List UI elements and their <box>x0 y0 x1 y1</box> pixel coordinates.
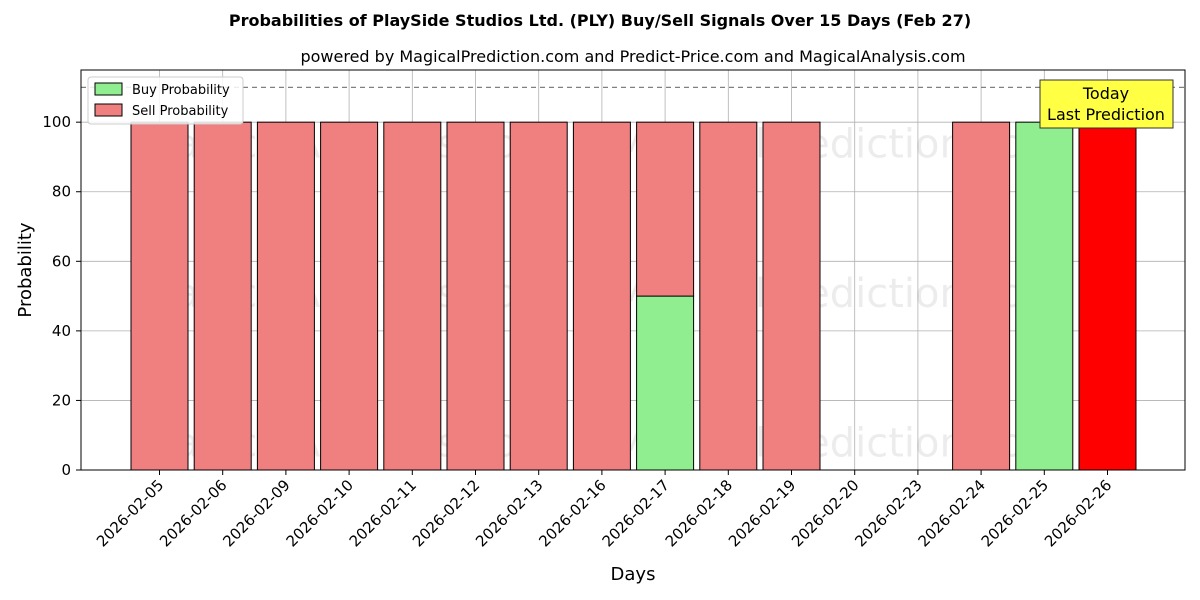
bar-sell-2026-02-17 <box>636 121 695 297</box>
chart-title: Probabilities of PlaySide Studios Ltd. (… <box>229 11 971 30</box>
bar-buy-2026-02-17 <box>636 295 695 471</box>
bars <box>130 121 1137 471</box>
bar-sell-2026-02-09 <box>256 121 315 471</box>
x-axis-label: Days <box>611 564 656 585</box>
legend-label-buy: Buy Probability <box>132 83 230 98</box>
x-tick-label: 2026-02-09 <box>219 476 293 550</box>
y-axis-label: Probability <box>15 222 36 317</box>
legend: Buy Probability Sell Probability <box>87 76 244 125</box>
bar-sell-2026-02-13 <box>509 121 568 471</box>
x-tick-label: 2026-02-26 <box>1041 476 1115 550</box>
bar-sell-2026-02-05 <box>130 121 189 471</box>
y-axis-ticks: 0 20 40 60 80 100 <box>42 113 81 479</box>
bar-sell-2026-02-11 <box>383 121 442 471</box>
x-tick-label: 2026-02-13 <box>472 476 546 550</box>
x-tick-label: 2026-02-10 <box>283 476 357 550</box>
x-tick-label: 2026-02-05 <box>93 476 167 550</box>
bar-sell-2026-02-12 <box>446 121 505 471</box>
today-annotation-line1: Today <box>1082 84 1129 103</box>
y-tick-label: 60 <box>52 252 71 270</box>
bar-buy-2026-02-25 <box>1015 121 1074 471</box>
x-tick-label: 2026-02-19 <box>725 476 799 550</box>
x-tick-label: 2026-02-25 <box>978 476 1052 550</box>
bar-sell-2026-02-26 <box>1078 121 1137 471</box>
x-tick-label: 2026-02-17 <box>599 476 673 550</box>
y-tick-label: 20 <box>52 391 71 409</box>
x-tick-label: 2026-02-23 <box>851 476 925 550</box>
x-tick-label: 2026-02-18 <box>662 476 736 550</box>
x-tick-label: 2026-02-24 <box>915 476 989 550</box>
y-tick-label: 40 <box>52 322 71 340</box>
x-tick-label: 2026-02-20 <box>788 476 862 550</box>
x-axis-ticks: 2026-02-052026-02-062026-02-092026-02-10… <box>93 470 1115 550</box>
y-tick-label: 80 <box>52 183 71 201</box>
x-tick-label: 2026-02-11 <box>346 476 420 550</box>
legend-box <box>87 76 244 125</box>
legend-swatch-sell <box>94 103 123 117</box>
legend-label-sell: Sell Probability <box>132 104 229 119</box>
bar-sell-2026-02-19 <box>762 121 821 471</box>
legend-swatch-buy <box>94 82 123 96</box>
bar-sell-2026-02-10 <box>320 121 379 471</box>
bar-sell-2026-02-24 <box>952 121 1011 471</box>
chart-subtitle: powered by MagicalPrediction.com and Pre… <box>300 47 965 66</box>
plot-frame <box>80 69 1186 471</box>
x-tick-label: 2026-02-12 <box>409 476 483 550</box>
bar-sell-2026-02-18 <box>699 121 758 471</box>
y-tick-label: 0 <box>61 461 71 479</box>
today-annotation: Today Last Prediction <box>1039 79 1174 129</box>
bar-sell-2026-02-06 <box>193 121 252 471</box>
today-annotation-box <box>1039 79 1174 129</box>
y-tick-label: 100 <box>42 113 71 131</box>
bar-sell-2026-02-16 <box>572 121 631 471</box>
x-tick-label: 2026-02-16 <box>535 476 609 550</box>
today-annotation-line2: Last Prediction <box>1047 105 1165 124</box>
x-tick-label: 2026-02-06 <box>156 476 230 550</box>
